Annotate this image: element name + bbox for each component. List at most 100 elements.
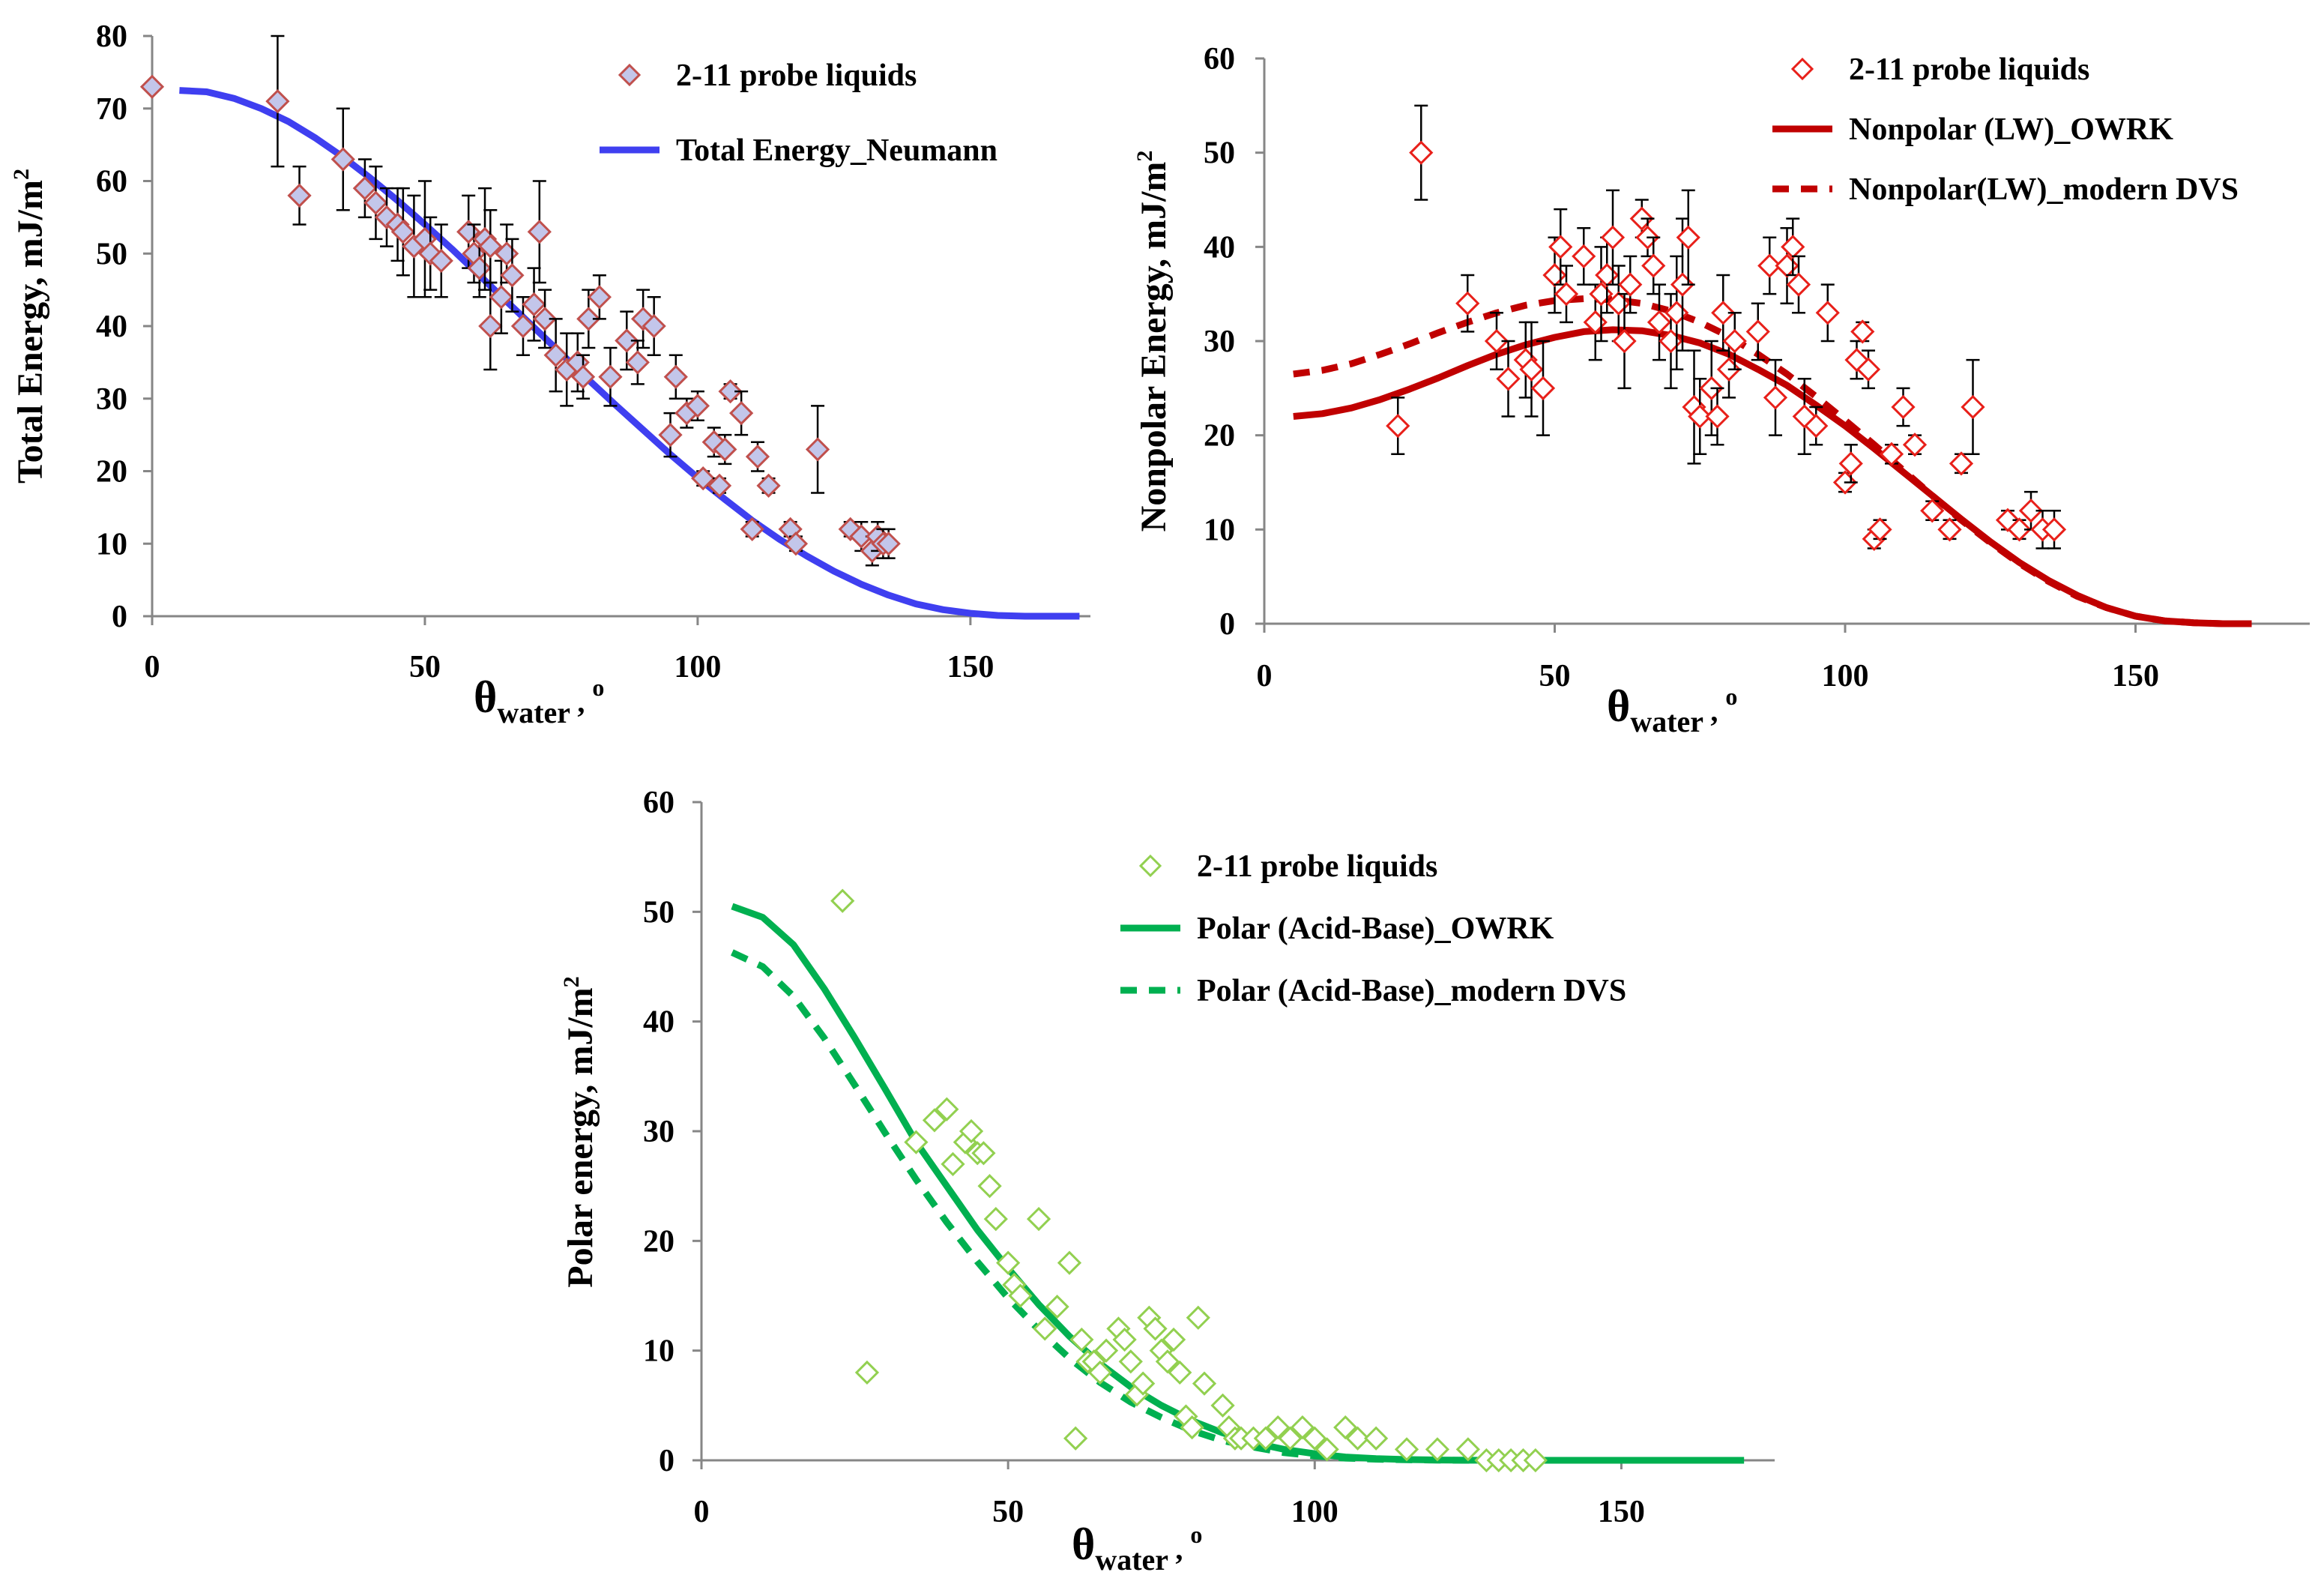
x-tick-label: 0 [694, 1495, 710, 1529]
data-point [707, 473, 732, 498]
chart-polar: 0 10 20 30 40 50 60 0 50 100 150 Polar energy, mJ/m… [559, 786, 1775, 1577]
y-tick-label: 0 [112, 600, 127, 634]
data-point [2018, 499, 2044, 523]
y-axis-title-sup: 2 [559, 976, 584, 987]
data-point [1688, 404, 1712, 429]
data-point [429, 248, 453, 274]
data-point [615, 328, 639, 353]
legend-label: 2-11 probe liquids [1197, 849, 1437, 884]
x-axis-title: θwater , o [1607, 681, 1737, 738]
data-point [1266, 1415, 1291, 1440]
data-point [658, 423, 683, 448]
data-point [489, 285, 513, 310]
data-point [663, 364, 688, 389]
data-point [1745, 319, 1770, 344]
series-line-solid [179, 87, 1080, 620]
x-axis-title-sub: water [1630, 705, 1703, 738]
legend: 2-11 probe liquids Polar (Acid-Base)_OWRK… [1120, 849, 1626, 1008]
data-point [1087, 1360, 1113, 1385]
x-axis-title-sub: water [497, 696, 570, 729]
data-point [1530, 376, 1556, 400]
data-point [1763, 385, 1788, 410]
data-point [1455, 291, 1480, 316]
y-tick-label: 60 [643, 786, 674, 820]
data-point [1595, 262, 1620, 288]
data-point [1618, 272, 1643, 297]
data-point [830, 888, 855, 913]
series-line-dashed [731, 949, 1745, 1464]
x-tick-label: 100 [1291, 1495, 1338, 1529]
legend-label: Nonpolar(LW)_modern DVS [1849, 172, 2239, 207]
data-point [352, 176, 378, 201]
scatter-series [830, 888, 1548, 1473]
data-point [1641, 253, 1666, 278]
data-point [718, 379, 743, 404]
data-point [1705, 404, 1730, 429]
data-point [959, 1118, 984, 1144]
data-point [1210, 1393, 1235, 1418]
x-axis-title-theta: θ [474, 672, 497, 722]
y-tick-label: 10 [1204, 513, 1235, 547]
y-tick-label: 0 [659, 1444, 674, 1478]
data-point [363, 190, 388, 215]
data-point [1856, 357, 1881, 382]
x-axis-title-unit: o [1190, 1521, 1202, 1548]
data-point [500, 263, 525, 288]
data-point [922, 1108, 947, 1133]
x-axis-title-comma: , [1168, 1532, 1190, 1566]
data-point [570, 364, 596, 389]
data-point [510, 313, 536, 339]
y-axis-title-sup: 2 [9, 169, 34, 180]
series-line-solid [1293, 326, 2252, 627]
data-point [996, 1250, 1021, 1275]
y-tick-label: 30 [1204, 325, 1235, 359]
data-point [522, 292, 546, 317]
x-tick-label: 150 [1598, 1495, 1645, 1529]
data-point [1278, 1426, 1303, 1451]
x-axis-title-unit: o [1725, 683, 1737, 710]
y-axis-title: Total Energy, mJ/m2 [9, 169, 50, 484]
data-point [478, 234, 503, 259]
y-tick-label: 40 [96, 310, 127, 344]
series-line-dashed [1293, 295, 2252, 627]
y-tick-label: 20 [96, 455, 127, 490]
data-point [756, 473, 781, 498]
data-point [904, 1130, 929, 1154]
data-point [1008, 1283, 1033, 1308]
data-point [854, 1360, 880, 1385]
data-point [1600, 225, 1626, 250]
y-tick-label: 50 [96, 237, 127, 271]
data-point [1548, 235, 1573, 259]
legend-label: 2-11 probe liquids [676, 58, 917, 93]
data-point [587, 285, 612, 310]
x-axis-title-theta: θ [1072, 1520, 1095, 1569]
data-point [971, 1141, 996, 1166]
data-point [1425, 1437, 1450, 1462]
legend-marker-diamond [1790, 57, 1814, 81]
data-point [1033, 1316, 1057, 1341]
data-point [1118, 1349, 1143, 1374]
y-tick-label: 60 [96, 165, 127, 199]
x-tick-label: 50 [1539, 659, 1571, 693]
y-tick-label: 10 [96, 527, 127, 561]
data-point [849, 524, 874, 549]
data-point [1303, 1426, 1327, 1451]
scatter-series [1386, 104, 2067, 552]
data-point [729, 400, 754, 426]
y-tick-label: 70 [96, 92, 127, 127]
data-point [1496, 367, 1521, 391]
data-point [1161, 1327, 1186, 1352]
x-tick-label: 100 [674, 650, 721, 684]
data-point [977, 1174, 1002, 1199]
data-point [543, 343, 568, 367]
data-point [1069, 1327, 1094, 1352]
legend: 2-11 probe liquids Total Energy_Neumann [600, 58, 997, 168]
data-point [1804, 413, 1829, 439]
y-tick-label: 80 [96, 19, 127, 54]
data-point [1186, 1305, 1210, 1330]
data-point [1455, 1437, 1480, 1462]
data-point [1961, 394, 1985, 420]
x-tick-label: 50 [992, 1495, 1024, 1529]
data-point [1879, 442, 1904, 466]
